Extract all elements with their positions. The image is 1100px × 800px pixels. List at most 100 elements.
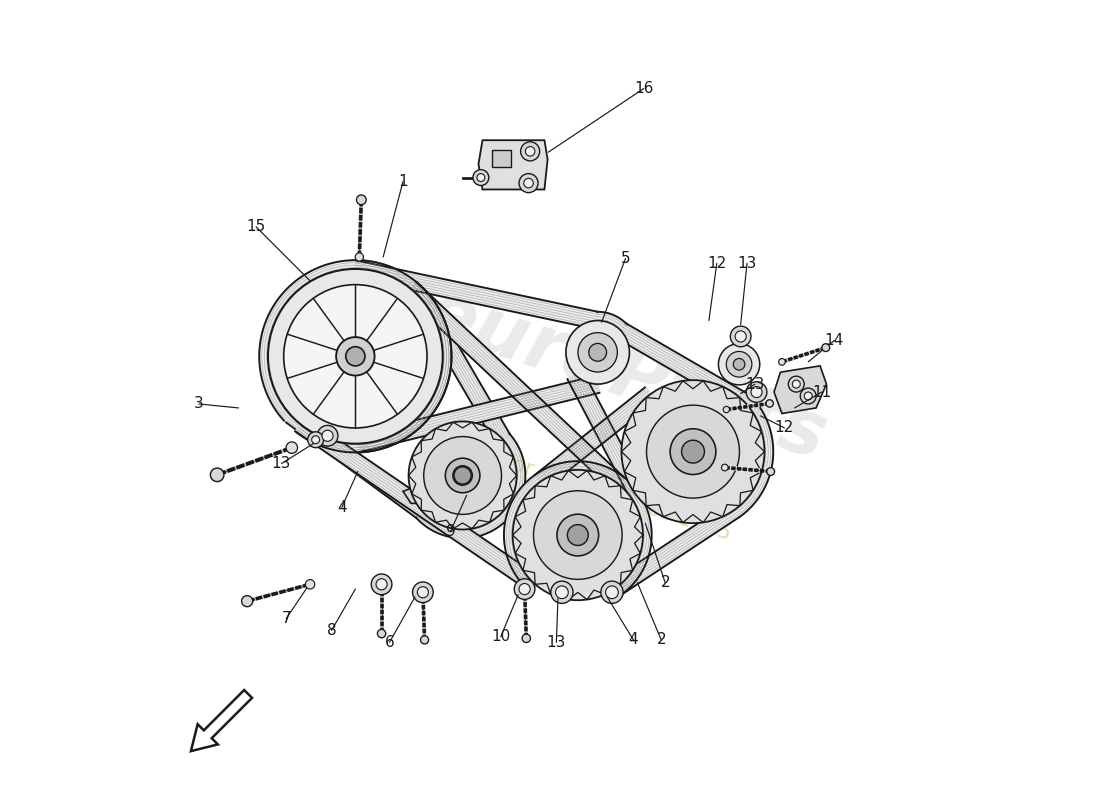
Circle shape — [722, 464, 728, 471]
Circle shape — [317, 426, 338, 446]
Circle shape — [454, 467, 471, 484]
Circle shape — [565, 321, 629, 384]
Circle shape — [345, 346, 365, 366]
Text: 13: 13 — [547, 635, 567, 650]
Circle shape — [355, 253, 363, 261]
Circle shape — [557, 514, 598, 556]
Text: 13: 13 — [746, 377, 764, 392]
Circle shape — [734, 358, 745, 370]
Text: 6: 6 — [385, 635, 395, 650]
Text: 13: 13 — [737, 256, 757, 271]
Polygon shape — [295, 260, 451, 453]
Circle shape — [682, 440, 704, 463]
Polygon shape — [416, 434, 526, 538]
Circle shape — [513, 470, 642, 600]
Text: 12: 12 — [774, 420, 794, 435]
Circle shape — [268, 269, 443, 444]
Circle shape — [308, 432, 323, 448]
Circle shape — [322, 430, 333, 442]
Circle shape — [519, 174, 538, 193]
Circle shape — [723, 406, 729, 413]
Circle shape — [534, 490, 623, 579]
Polygon shape — [285, 408, 428, 518]
Circle shape — [515, 578, 535, 599]
Polygon shape — [356, 282, 451, 453]
Text: 1: 1 — [398, 174, 408, 189]
Circle shape — [551, 581, 573, 603]
Circle shape — [377, 630, 386, 638]
Circle shape — [210, 468, 224, 482]
Polygon shape — [403, 475, 466, 505]
Circle shape — [372, 574, 392, 594]
Polygon shape — [612, 502, 739, 595]
Text: 14: 14 — [825, 333, 844, 348]
Text: 5: 5 — [620, 251, 630, 266]
Circle shape — [801, 388, 816, 404]
Circle shape — [578, 333, 617, 372]
FancyBboxPatch shape — [492, 150, 512, 167]
Circle shape — [792, 380, 801, 388]
Polygon shape — [535, 387, 657, 489]
Text: 2: 2 — [660, 575, 670, 590]
Circle shape — [356, 195, 366, 205]
Circle shape — [751, 386, 762, 398]
Circle shape — [473, 170, 488, 186]
Circle shape — [822, 344, 829, 351]
Polygon shape — [504, 461, 651, 595]
Circle shape — [419, 589, 427, 596]
Text: a passion for parts... since 1985: a passion for parts... since 1985 — [398, 418, 734, 544]
Polygon shape — [478, 140, 548, 190]
Circle shape — [647, 405, 739, 498]
Circle shape — [412, 582, 433, 602]
Circle shape — [718, 343, 760, 385]
Circle shape — [446, 458, 480, 493]
Circle shape — [726, 351, 752, 377]
Circle shape — [746, 382, 767, 402]
Text: 4: 4 — [628, 633, 638, 647]
Circle shape — [337, 337, 375, 375]
Circle shape — [779, 358, 785, 365]
Circle shape — [520, 142, 540, 161]
Circle shape — [420, 636, 429, 644]
Polygon shape — [729, 396, 773, 517]
Circle shape — [521, 586, 528, 593]
Text: 10: 10 — [491, 630, 510, 644]
Circle shape — [242, 596, 253, 606]
Circle shape — [789, 376, 804, 392]
Circle shape — [376, 578, 387, 590]
Circle shape — [519, 583, 530, 594]
Circle shape — [477, 174, 485, 182]
Circle shape — [601, 581, 623, 603]
Circle shape — [311, 436, 320, 444]
Polygon shape — [566, 370, 649, 506]
Polygon shape — [296, 418, 542, 593]
Text: 12: 12 — [707, 256, 726, 271]
Circle shape — [735, 331, 746, 342]
Text: 3: 3 — [194, 397, 204, 411]
Polygon shape — [354, 376, 601, 452]
Circle shape — [568, 525, 588, 546]
Text: 16: 16 — [634, 81, 653, 96]
Polygon shape — [404, 282, 625, 490]
Text: 11: 11 — [812, 385, 832, 399]
Circle shape — [621, 380, 764, 523]
Circle shape — [730, 326, 751, 346]
Circle shape — [670, 429, 716, 474]
Circle shape — [522, 634, 530, 642]
Polygon shape — [774, 366, 826, 414]
Text: 9: 9 — [446, 523, 455, 538]
Text: 15: 15 — [246, 219, 266, 234]
Text: 2: 2 — [657, 633, 665, 647]
Text: 13: 13 — [272, 456, 292, 471]
Circle shape — [424, 437, 502, 514]
Circle shape — [588, 343, 606, 362]
Text: euroParts: euroParts — [415, 276, 836, 476]
Circle shape — [804, 392, 812, 400]
Circle shape — [766, 400, 773, 407]
FancyArrow shape — [191, 690, 252, 751]
Polygon shape — [260, 260, 427, 421]
Circle shape — [524, 178, 534, 188]
Circle shape — [408, 422, 517, 530]
Circle shape — [767, 468, 774, 475]
Circle shape — [526, 146, 535, 156]
